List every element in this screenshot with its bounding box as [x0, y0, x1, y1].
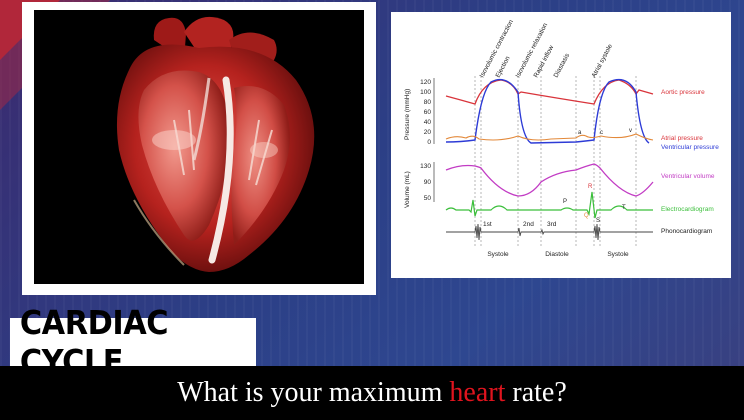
- ventricular-pressure-curve: [445, 78, 650, 144]
- wave-letter-t: T: [622, 205, 626, 211]
- volume-tick: 130: [420, 163, 431, 170]
- wave-letter-c: c: [600, 130, 603, 136]
- wave-letter-r: R: [588, 184, 593, 190]
- phase-label-diastasis: Diastasis: [553, 52, 572, 79]
- title-banner: CARDIAC CYCLE: [10, 303, 256, 381]
- volume-axis-label: Volume (mL): [404, 171, 411, 208]
- phase-diastole: Diastole: [545, 251, 569, 258]
- caption-bar: What is your maximum heart rate?: [0, 366, 744, 420]
- wave-letter-v: v: [629, 128, 632, 134]
- phase-labels-top: Isovolumic contraction Ejection Isovolum…: [479, 19, 615, 79]
- caption-text-start: What is your maximum: [177, 377, 450, 408]
- heart-cross-section-icon: [116, 16, 315, 273]
- label-aortic-pressure: Aortic pressure: [661, 89, 705, 96]
- volume-tick: 90: [424, 179, 432, 186]
- wave-letter-s: S: [596, 218, 600, 224]
- phase-systole-2: Systole: [607, 251, 629, 258]
- pressure-tick: 120: [420, 79, 431, 86]
- pressure-axis-label: Pressure (mmHg): [404, 89, 411, 140]
- pressure-wave-letters: a c v: [578, 128, 632, 136]
- pressure-tick: 100: [420, 89, 431, 96]
- pressure-tick: 80: [424, 99, 432, 106]
- heart-sound-label: 3rd: [547, 221, 557, 228]
- heart-sound-label: 2nd: [523, 221, 534, 228]
- curve-labels: Aortic pressure Atrial pressure Ventricu…: [661, 89, 719, 235]
- pressure-tick: 60: [424, 109, 432, 116]
- wiggers-diagram: Isovolumic contraction Ejection Isovolum…: [391, 12, 731, 278]
- heart-sound-label: 1st: [483, 221, 492, 228]
- label-ventricular-pressure: Ventricular pressure: [661, 144, 719, 151]
- wave-letter-q: Q: [584, 213, 589, 219]
- heart-photo: [34, 10, 364, 284]
- caption-text-end: rate?: [505, 377, 567, 408]
- phase-label-atrial-systole: Atrial systole: [591, 43, 615, 79]
- heart-sound-labels: 1st 2nd 3rd: [483, 221, 557, 228]
- ventricular-volume-curve: [445, 163, 654, 197]
- pressure-tick: 40: [424, 119, 432, 126]
- caption-highlight-word: heart: [449, 377, 506, 408]
- phonocardiogram-curve: [446, 223, 653, 241]
- wave-letter-p: P: [563, 199, 567, 205]
- label-atrial-pressure: Atrial pressure: [661, 135, 703, 142]
- atrial-pressure-curve: [445, 133, 654, 141]
- ecg-wave-letters: P R Q S T: [563, 184, 626, 224]
- phase-labels-bottom: Systole Diastole Systole: [487, 251, 629, 258]
- pressure-tick: 0: [427, 139, 431, 146]
- aortic-pressure-curve: [445, 79, 654, 105]
- label-electrocardiogram: Electrocardiogram: [661, 206, 714, 213]
- phase-label-ejection: Ejection: [495, 55, 512, 79]
- volume-tick: 50: [424, 195, 432, 202]
- wave-letter-a: a: [578, 130, 582, 136]
- volume-ticks: 130 90 50: [420, 163, 431, 202]
- pressure-ticks: 120 100 80 60 40 20 0: [420, 79, 431, 146]
- phase-systole-1: Systole: [487, 251, 509, 258]
- ecg-curve: [445, 191, 653, 219]
- label-ventricular-volume: Ventricular volume: [661, 173, 715, 180]
- phase-label-isovolumic-relaxation: Isovolumic relaxation: [515, 22, 550, 79]
- caption-question: What is your maximum heart rate?: [177, 377, 567, 409]
- label-phonocardiogram: Phonocardiogram: [661, 228, 712, 235]
- pressure-tick: 20: [424, 129, 432, 136]
